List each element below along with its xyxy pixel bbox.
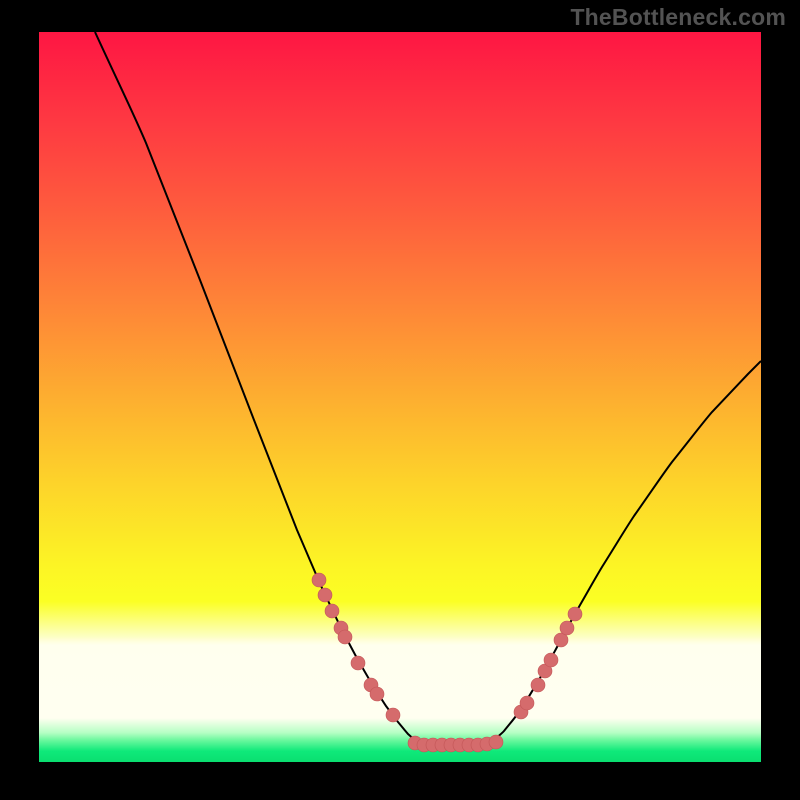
marker-point <box>520 696 534 710</box>
marker-point <box>568 607 582 621</box>
watermark-text: TheBottleneck.com <box>570 4 786 31</box>
marker-point <box>531 678 545 692</box>
marker-point <box>370 687 384 701</box>
marker-point <box>386 708 400 722</box>
marker-point <box>325 604 339 618</box>
marker-point <box>489 735 503 749</box>
marker-point <box>338 630 352 644</box>
marker-point <box>351 656 365 670</box>
marker-point <box>312 573 326 587</box>
marker-point <box>318 588 332 602</box>
marker-point <box>544 653 558 667</box>
marker-point <box>560 621 574 635</box>
chart-svg <box>0 0 800 800</box>
plot-background <box>39 32 761 762</box>
